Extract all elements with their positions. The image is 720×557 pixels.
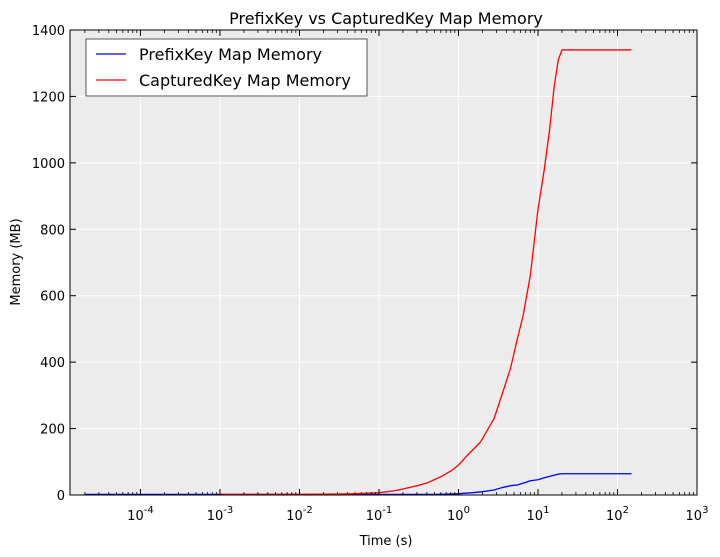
legend-label-capturedkey: CapturedKey Map Memory	[139, 71, 351, 90]
series-line-capturedkey-map-memory	[219, 49, 632, 495]
y-tick-label: 1200	[32, 90, 65, 105]
y-tick-label: 600	[40, 290, 65, 305]
series-layer	[84, 49, 632, 495]
plot-background	[70, 30, 697, 495]
x-tick-label: 100	[447, 505, 470, 524]
axis-ticks: 10-4 10-3 10-2 10-1 100 101 102 103 0 200 400 600 80…	[32, 24, 709, 524]
y-tick-label: 1000	[32, 157, 65, 172]
x-tick-label: 10-1	[366, 505, 393, 524]
y-tick-label: 400	[40, 356, 65, 371]
y-tick-label: 0	[57, 489, 65, 504]
x-tick-label: 10-4	[127, 505, 154, 524]
y-axis-label: Memory (MB)	[9, 218, 24, 305]
plot-frame	[69, 29, 698, 496]
x-tick-label: 101	[527, 505, 550, 524]
legend-label-prefixkey: PrefixKey Map Memory	[139, 45, 322, 64]
x-tick-label: 103	[686, 505, 709, 524]
y-tick-label: 1400	[32, 24, 65, 39]
y-tick-label: 800	[40, 223, 65, 238]
x-axis-label: Time (s)	[359, 534, 413, 549]
x-tick-label: 10-3	[207, 505, 234, 524]
chart-title: PrefixKey vs CapturedKey Map Memory	[229, 9, 543, 28]
x-tick-label: 102	[606, 505, 629, 524]
legend-box	[85, 38, 368, 97]
grid-lines	[70, 29, 698, 496]
x-tick-label: 10-2	[286, 505, 313, 524]
legend: PrefixKey Map Memory CapturedKey Map Mem…	[85, 38, 368, 97]
y-tick-label: 200	[40, 423, 65, 438]
